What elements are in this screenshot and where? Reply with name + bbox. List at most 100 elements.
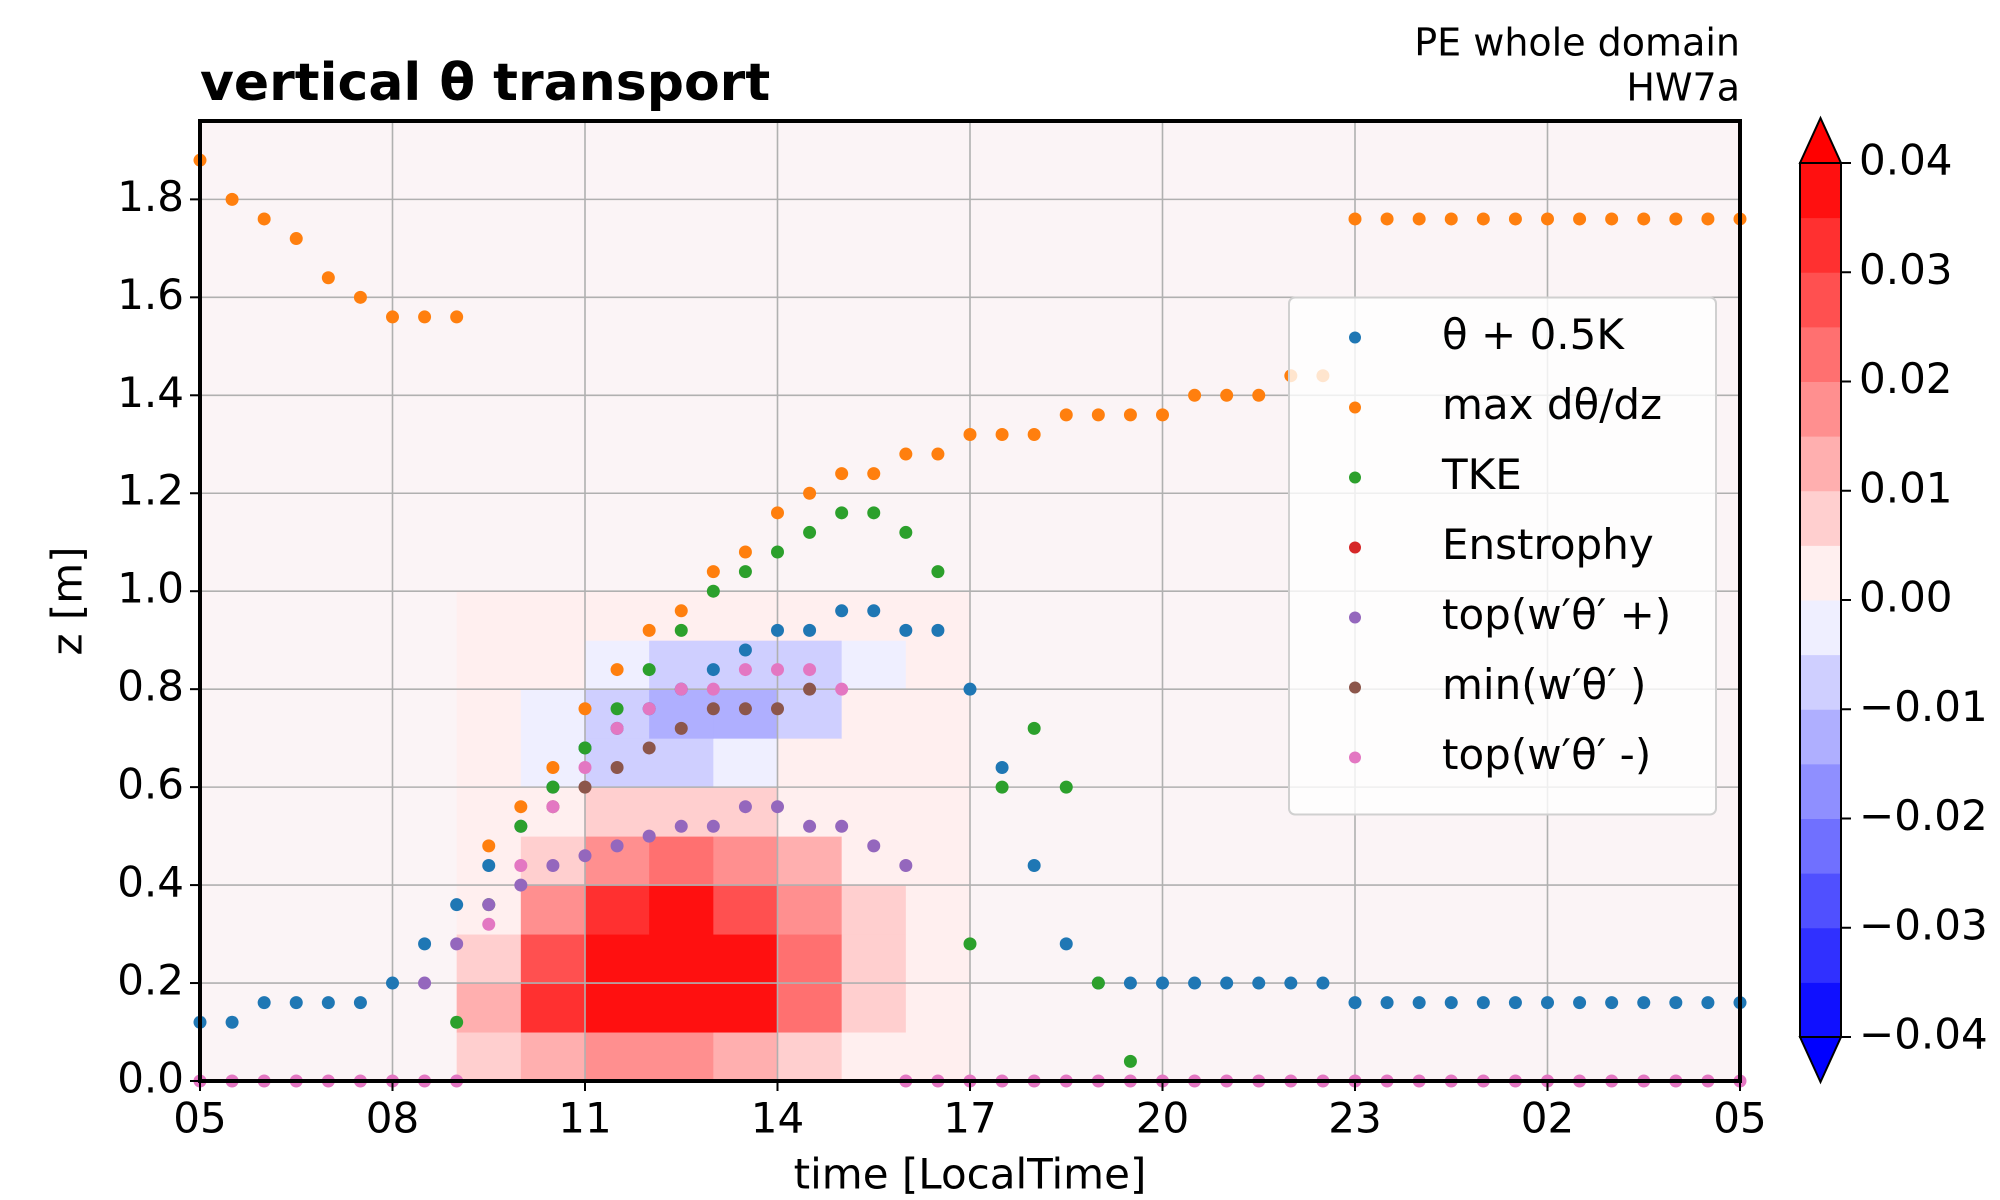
data-point	[1188, 388, 1202, 402]
colorbar-segment	[1800, 381, 1841, 437]
data-point	[1188, 976, 1202, 990]
data-point	[1156, 408, 1169, 422]
field-cell	[841, 640, 907, 690]
data-point	[642, 702, 656, 716]
data-point	[931, 447, 945, 461]
data-point	[546, 780, 560, 794]
data-point	[706, 663, 720, 677]
colorbar-extend-top	[1798, 115, 1843, 164]
field-cell	[456, 689, 522, 739]
field-cell	[520, 640, 586, 690]
data-point	[706, 565, 720, 579]
field-cell	[520, 591, 586, 641]
data-point	[771, 506, 784, 520]
data-point	[963, 427, 977, 441]
field-cell	[905, 836, 971, 886]
data-point	[867, 604, 881, 618]
data-point	[1059, 780, 1073, 794]
data-point	[1444, 212, 1458, 226]
x-tick-label: 11	[558, 1094, 611, 1143]
field-cell	[777, 836, 843, 886]
field-cell	[585, 1032, 650, 1082]
colorbar-segment	[1800, 654, 1841, 710]
field-cell	[905, 738, 971, 788]
colorbar-segment	[1800, 982, 1841, 1038]
field-cell	[585, 885, 650, 935]
field-cell	[713, 836, 778, 886]
colorbar-tick-label: 0.02	[1859, 354, 1953, 403]
field-cell	[713, 983, 778, 1033]
data-point	[642, 741, 656, 755]
legend-marker	[1349, 541, 1361, 554]
y-tick-label: 0.0	[117, 1054, 184, 1103]
y-tick-label: 0.8	[117, 662, 184, 711]
y-tick-label: 0.4	[117, 858, 184, 907]
data-point	[1348, 996, 1362, 1010]
y-tick-label: 1.8	[117, 172, 184, 221]
colorbar-segment	[1800, 217, 1841, 273]
data-point	[610, 721, 624, 735]
data-point	[1027, 427, 1041, 441]
data-point	[803, 486, 817, 500]
data-point	[1444, 996, 1458, 1010]
field-cell	[649, 983, 714, 1033]
y-tick-label: 0.2	[117, 956, 184, 1005]
x-tick-label: 02	[1521, 1094, 1574, 1143]
field-cell	[585, 787, 650, 837]
data-point	[1605, 212, 1619, 226]
data-point	[450, 310, 464, 324]
colorbar-tick-label: −0.01	[1859, 682, 1988, 731]
field-cell	[456, 591, 522, 641]
data-point	[738, 545, 752, 559]
legend-marker	[1349, 751, 1361, 764]
data-point	[546, 800, 560, 814]
data-point	[1348, 212, 1362, 226]
y-tick-label: 1.4	[117, 368, 184, 417]
field-cell	[777, 885, 843, 935]
field-cell	[585, 983, 650, 1033]
data-point	[546, 761, 560, 775]
data-point	[578, 780, 592, 794]
field-cell	[777, 738, 843, 788]
colorbar-tick-label: −0.02	[1859, 791, 1988, 840]
legend-marker	[1349, 611, 1361, 624]
data-point	[225, 1015, 239, 1029]
field-cell	[905, 983, 971, 1033]
legend-label: TKE	[1441, 450, 1522, 499]
field-cell	[456, 934, 522, 984]
data-point	[642, 829, 656, 843]
data-point	[321, 996, 335, 1010]
colorbar-segment	[1800, 436, 1841, 492]
colorbar-segment	[1800, 163, 1841, 219]
data-point	[674, 682, 688, 696]
data-point	[738, 663, 752, 677]
field-cell	[841, 1032, 907, 1082]
data-point	[674, 819, 688, 833]
data-point	[546, 858, 560, 872]
data-point	[1123, 1054, 1137, 1068]
data-point	[353, 290, 367, 304]
data-point	[289, 232, 303, 246]
field-cell	[520, 983, 586, 1033]
field-cell	[649, 885, 714, 935]
field-cell	[585, 934, 650, 984]
colorbar-segment	[1800, 600, 1841, 656]
legend-marker	[1349, 471, 1361, 484]
data-point	[482, 839, 496, 853]
field-cell	[905, 787, 971, 837]
data-point	[386, 310, 399, 324]
data-point	[1059, 408, 1073, 422]
colorbar-segment	[1800, 490, 1841, 546]
data-point	[899, 525, 913, 539]
legend-label: θ + 0.5K	[1442, 310, 1625, 359]
legend-label: top(w′θ′ -)	[1442, 730, 1651, 779]
data-point	[1220, 976, 1234, 990]
data-point	[1541, 212, 1554, 226]
legend-marker	[1349, 331, 1361, 344]
data-point	[899, 447, 913, 461]
field-cell	[713, 1032, 778, 1082]
data-point	[1541, 996, 1554, 1010]
x-tick-label: 05	[1713, 1094, 1766, 1143]
field-cell	[520, 885, 586, 935]
